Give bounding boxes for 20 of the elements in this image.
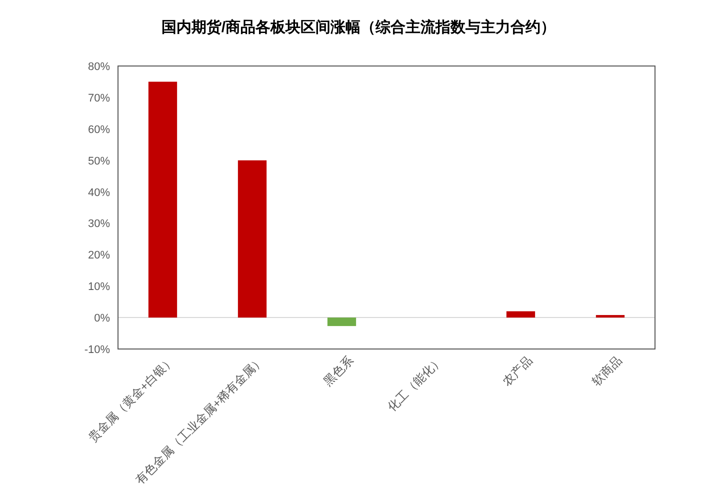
y-tick-label: 20% <box>88 250 110 262</box>
bar <box>596 315 625 318</box>
y-tick-label: 30% <box>88 218 110 230</box>
x-tick-label: 黑色系 <box>320 353 356 389</box>
x-tick-label: 农产品 <box>500 353 536 389</box>
y-tick-label: -10% <box>84 344 110 356</box>
y-tick-label: 0% <box>94 312 110 325</box>
bar <box>327 318 356 326</box>
bar <box>148 82 178 318</box>
x-tick-label: 化工（能化） <box>384 353 446 414</box>
x-tick-label: 软商品 <box>589 353 625 389</box>
y-tick-label: 60% <box>88 124 110 136</box>
y-tick-label: 80% <box>88 61 110 73</box>
y-tick-label: 50% <box>88 155 110 168</box>
bar <box>506 311 536 318</box>
y-tick-label: 40% <box>88 186 110 199</box>
y-tick-label: 70% <box>88 92 110 104</box>
bar <box>238 160 267 318</box>
chart-title: 国内期货/商品各板块区间涨幅（综合主流指数与主力合约） <box>161 18 556 36</box>
y-tick-label: 10% <box>88 281 110 294</box>
